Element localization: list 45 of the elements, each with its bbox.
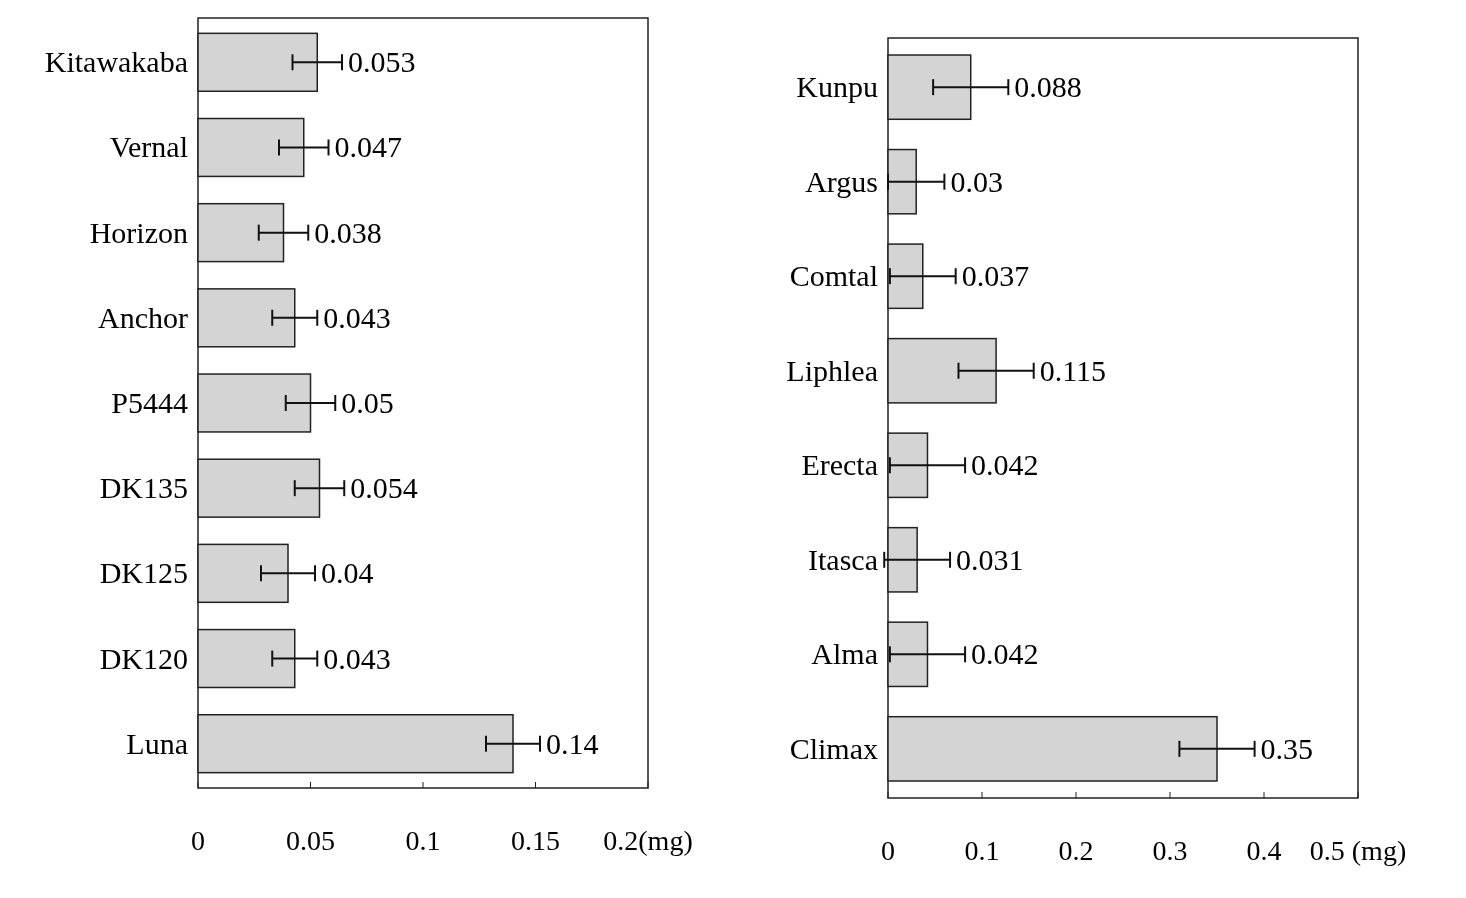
x-tick-label: 0.05: [286, 825, 335, 856]
y-tick-label: Climax: [789, 731, 878, 765]
data-label: 0.088: [1014, 70, 1082, 104]
y-tick-label: P5444: [111, 386, 188, 419]
y-tick-label: Itasca: [808, 542, 878, 576]
x-tick-label: 0.3: [1152, 835, 1188, 866]
data-label: 0.053: [348, 45, 416, 79]
data-label: 0.14: [546, 726, 599, 760]
data-label: 0.031: [956, 542, 1024, 576]
y-tick-label: Liphlea: [786, 353, 878, 387]
data-label: 0.05: [341, 386, 394, 419]
y-tick-label: Alma: [811, 637, 878, 671]
data-label: 0.042: [971, 448, 1039, 482]
data-label: 0.115: [1039, 353, 1107, 387]
data-label: 0.35: [1260, 731, 1314, 765]
y-tick-label: Kitawakaba: [44, 45, 188, 79]
y-tick-label: Argus: [805, 164, 878, 198]
y-tick-label: Comtal: [789, 259, 878, 293]
y-tick-label: Erecta: [801, 448, 878, 482]
data-label: 0.042: [971, 637, 1039, 671]
x-tick-label: 0: [881, 835, 895, 866]
y-tick-label: DK135: [99, 471, 188, 505]
x-tick-label: 0.2(mg): [603, 825, 693, 856]
y-tick-label: DK125: [99, 556, 188, 590]
data-label: 0.038: [314, 215, 382, 249]
y-tick-label: Kunpu: [796, 70, 878, 104]
data-label: 0.043: [323, 641, 391, 675]
y-tick-label: Anchor: [98, 300, 188, 334]
data-label: 0.047: [334, 130, 402, 164]
y-tick-label: Vernal: [109, 130, 188, 164]
data-label: 0.043: [323, 300, 391, 334]
x-tick-label: 0.15: [511, 825, 560, 856]
data-label: 0.04: [321, 556, 374, 590]
x-tick-label: 0.1: [964, 835, 1000, 866]
data-label: 0.03: [950, 164, 1003, 198]
data-label: 0.054: [350, 471, 418, 505]
y-tick-label: Horizon: [89, 215, 188, 249]
x-tick-label: 0.5 (mg): [1309, 835, 1407, 866]
x-tick-label: 0: [191, 825, 205, 856]
y-tick-label: DK120: [99, 641, 188, 675]
y-tick-label: Luna: [126, 726, 188, 760]
x-tick-label: 0.1: [405, 825, 441, 856]
data-label: 0.037: [961, 259, 1030, 293]
x-tick-label: 0.2: [1058, 835, 1094, 866]
x-tick-label: 0.4: [1246, 835, 1282, 866]
